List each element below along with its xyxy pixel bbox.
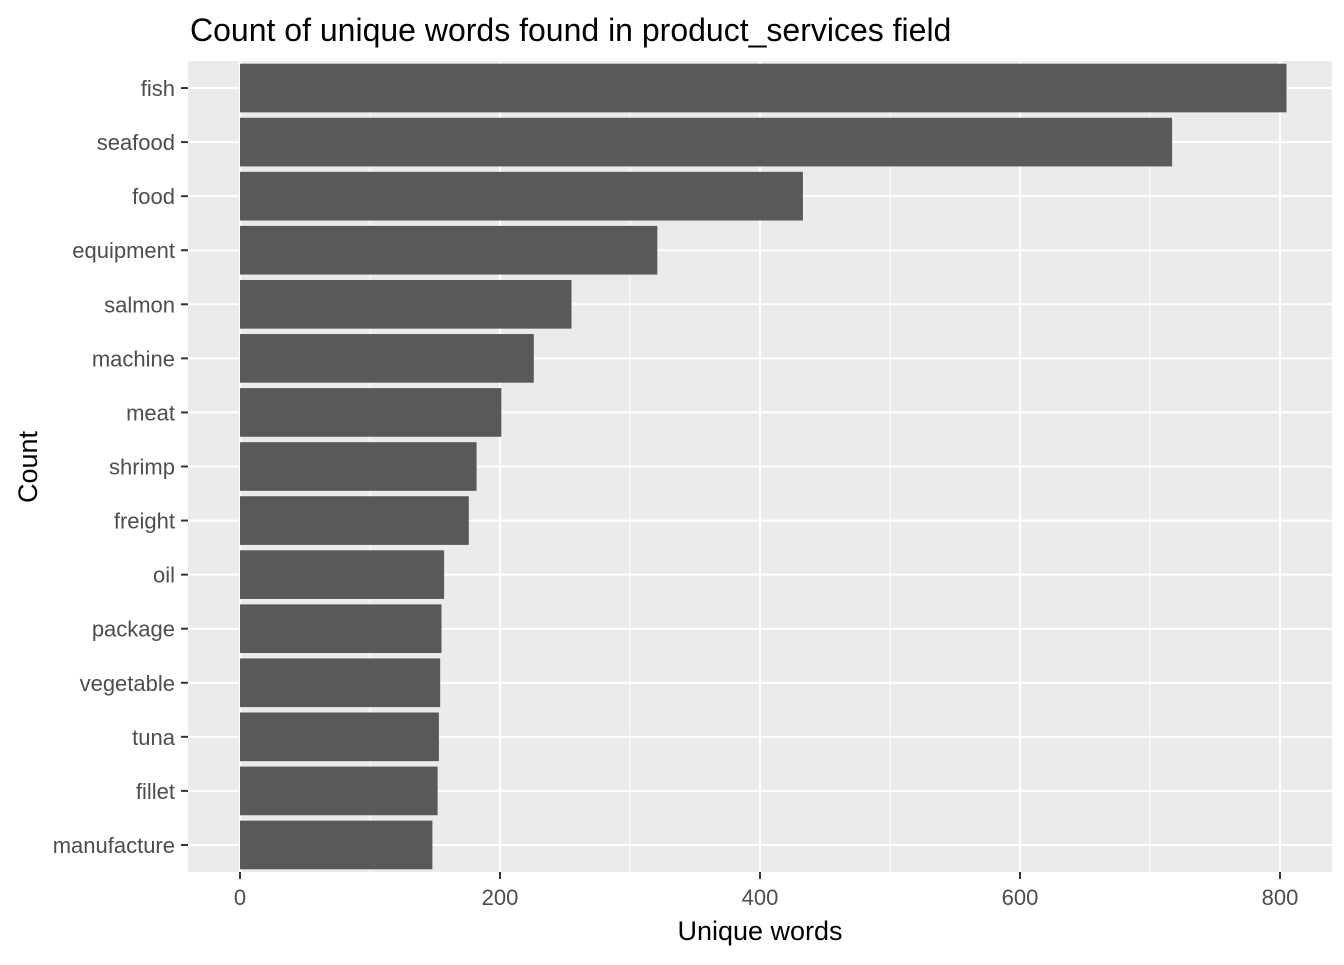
x-tick-label: 200 bbox=[482, 885, 519, 910]
y-tick-label: oil bbox=[153, 563, 175, 588]
x-tick-label: 800 bbox=[1262, 885, 1299, 910]
bar-shrimp bbox=[240, 442, 477, 491]
x-tick-label: 0 bbox=[234, 885, 246, 910]
bars bbox=[240, 63, 1287, 870]
bar-food bbox=[240, 171, 803, 221]
bar-tuna bbox=[240, 712, 439, 762]
y-tick-label: shrimp bbox=[109, 455, 175, 480]
x-tick-label: 600 bbox=[1002, 885, 1039, 910]
y-tick-label: meat bbox=[126, 400, 175, 425]
bar-machine bbox=[240, 334, 534, 383]
bar-freight bbox=[240, 496, 469, 545]
x-axis: 0 200 400 600 800 bbox=[234, 872, 1298, 910]
bar-salmon bbox=[240, 279, 572, 329]
x-axis-title: Unique words bbox=[677, 916, 842, 946]
y-tick-label: fish bbox=[141, 76, 175, 101]
y-tick-label: vegetable bbox=[80, 671, 175, 696]
y-axis: fish seafood food equipment salmon machine mea… bbox=[53, 76, 188, 858]
bar-seafood bbox=[240, 117, 1173, 167]
y-tick-label: food bbox=[132, 184, 175, 209]
y-tick-label: salmon bbox=[104, 292, 175, 317]
y-tick-label: package bbox=[92, 617, 175, 642]
y-axis-title: Count bbox=[13, 430, 43, 503]
bar-package bbox=[240, 604, 442, 654]
y-tick-label: machine bbox=[92, 346, 175, 371]
bar-vegetable bbox=[240, 658, 441, 708]
bar-manufacture bbox=[240, 820, 433, 870]
y-tick-label: freight bbox=[114, 509, 175, 534]
y-tick-label: fillet bbox=[136, 779, 175, 804]
y-tick-label: seafood bbox=[97, 130, 175, 155]
bar-equipment bbox=[240, 225, 658, 275]
bar-fillet bbox=[240, 766, 438, 816]
y-tick-label: manufacture bbox=[53, 833, 175, 858]
chart-title: Count of unique words found in product_s… bbox=[190, 12, 951, 48]
x-tick-label: 400 bbox=[742, 885, 779, 910]
y-tick-label: tuna bbox=[132, 725, 176, 750]
bar-meat bbox=[240, 388, 502, 437]
bar-oil bbox=[240, 550, 445, 599]
y-tick-label: equipment bbox=[72, 238, 175, 263]
bar-fish bbox=[240, 63, 1287, 113]
